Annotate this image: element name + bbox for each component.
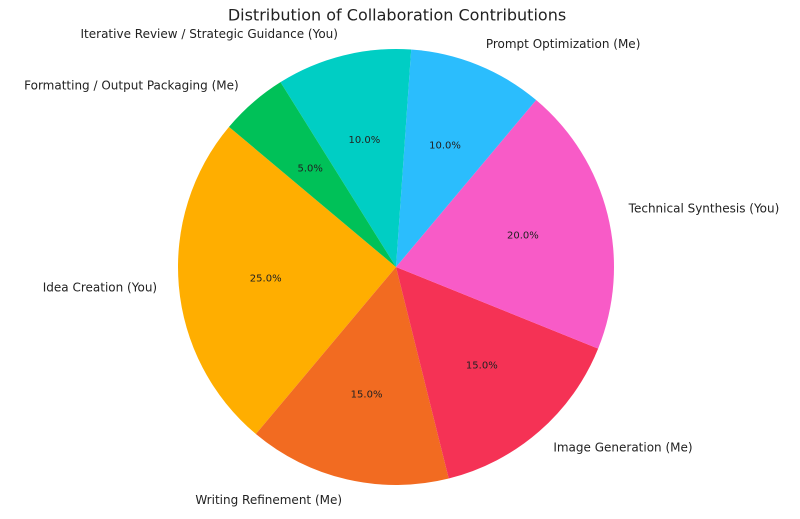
slice-label: Image Generation (Me) (553, 440, 692, 454)
slice-label: Prompt Optimization (Me) (486, 37, 641, 51)
pie-slice (280, 48, 412, 267)
percent-label: 20.0% (507, 230, 539, 241)
slice-label: Technical Synthesis (You) (628, 201, 780, 215)
percent-label: 10.0% (429, 141, 461, 152)
pie-slice (255, 267, 449, 485)
percent-label: 10.0% (348, 135, 380, 146)
chart-title: Distribution of Collaboration Contributi… (228, 6, 566, 25)
slice-label: Writing Refinement (Me) (195, 493, 342, 507)
pie-slice (396, 49, 537, 267)
pie-slice (396, 100, 614, 349)
percent-label: 25.0% (250, 273, 282, 284)
pie-slice (229, 82, 396, 267)
pie-slice (396, 267, 599, 479)
percent-label: 5.0% (297, 163, 322, 174)
slice-label: Iterative Review / Strategic Guidance (Y… (81, 27, 338, 41)
slice-label: Idea Creation (You) (43, 280, 157, 294)
slice-label: Formatting / Output Packaging (Me) (24, 79, 239, 93)
percent-label: 15.0% (351, 389, 383, 400)
pie-slice (177, 126, 396, 434)
percent-label: 15.0% (466, 361, 498, 372)
